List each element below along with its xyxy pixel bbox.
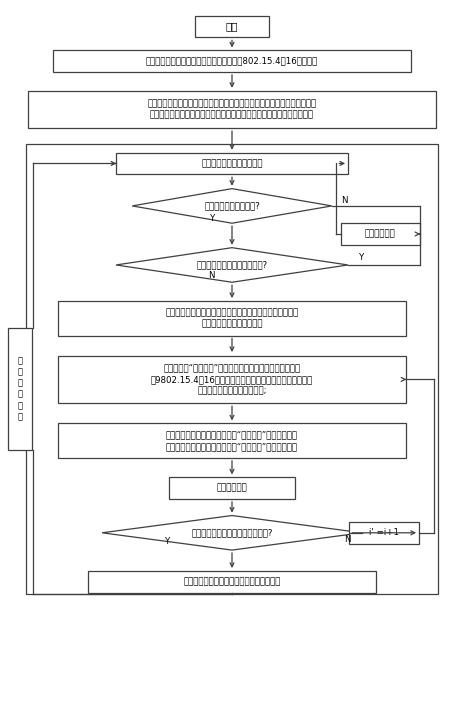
Text: 路由节点入网时网关分别记录每个路由节点属于哪个通信模块，将一个模块
下的路由节点分为一个组播组，并建立路由节点的邻居表，计算临时路径: 路由节点入网时网关分别记录每个路由节点属于哪个通信模块，将一个模块 下的路由节点… [147,99,316,120]
Text: 等待一个周期: 等待一个周期 [216,484,247,492]
Polygon shape [132,189,331,223]
Polygon shape [116,248,347,282]
Bar [8,328,32,450]
Bar [58,356,405,403]
Text: N: N [340,196,347,204]
Bar [349,522,418,544]
Bar [28,91,435,128]
Text: N: N [207,271,214,280]
Text: 询问原拥塞通信模块是否解除拥塞?: 询问原拥塞通信模块是否解除拥塞? [191,528,272,537]
Text: 开始: 开始 [225,22,238,32]
Text: 等待一个周期: 等待一个周期 [364,230,395,238]
Text: 控制器利用正常的通信模块组播“路由发现”命令，使拥塞
模块下的路由节点与其建立最优“临时路径”，转发数据。: 控制器利用正常的通信模块组播“路由发现”命令，使拥塞 模块下的路由节点与其建立最… [166,431,297,451]
Text: 网关主控制器给每个网关通信模块分配一个802.15.4的16位短地址: 网关主控制器给每个网关通信模块分配一个802.15.4的16位短地址 [145,57,318,66]
Bar [58,423,405,458]
Text: Y: Y [209,214,215,222]
Bar [194,16,269,37]
Bar [340,223,419,245]
Polygon shape [102,516,361,550]
Text: 等
待
一
个
周
期: 等 待 一 个 周 期 [18,356,23,421]
Bar [25,144,438,594]
Text: 控制器利用正常的通信模块组播离开命令，让拥塞模块下的
路由节点离开当前交换设备: 控制器利用正常的通信模块组播离开命令，让拥塞模块下的 路由节点离开当前交换设备 [165,308,298,328]
Text: N: N [343,536,350,544]
Bar [88,571,375,593]
Bar [53,50,410,72]
Bar [58,301,405,336]
Text: 另一通信模块也处于拥塞状态?: 另一通信模块也处于拥塞状态? [196,261,267,269]
Text: 控制器利用命令帧让节点按原路由转发数据: 控制器利用命令帧让节点按原路由转发数据 [183,577,280,586]
Text: i' =i+1: i' =i+1 [369,528,398,537]
Text: 网关主控制器轮询通信模块: 网关主控制器轮询通信模块 [201,159,262,168]
Text: Y: Y [358,253,364,262]
Bar [169,477,294,499]
Text: 控制器生成“路由发现”命令帧，其中源地址是正常通信模块
的9802.15.4的16位地址，目的地址是拥塞模块下路由节点的
组播地址，最大跳数设置为跳;: 控制器生成“路由发现”命令帧，其中源地址是正常通信模块 的9802.15.4的1… [150,364,313,395]
Text: Y: Y [165,537,170,546]
Text: 某一通信模块拥塞状态?: 某一通信模块拥塞状态? [204,202,259,210]
Bar [116,153,347,174]
